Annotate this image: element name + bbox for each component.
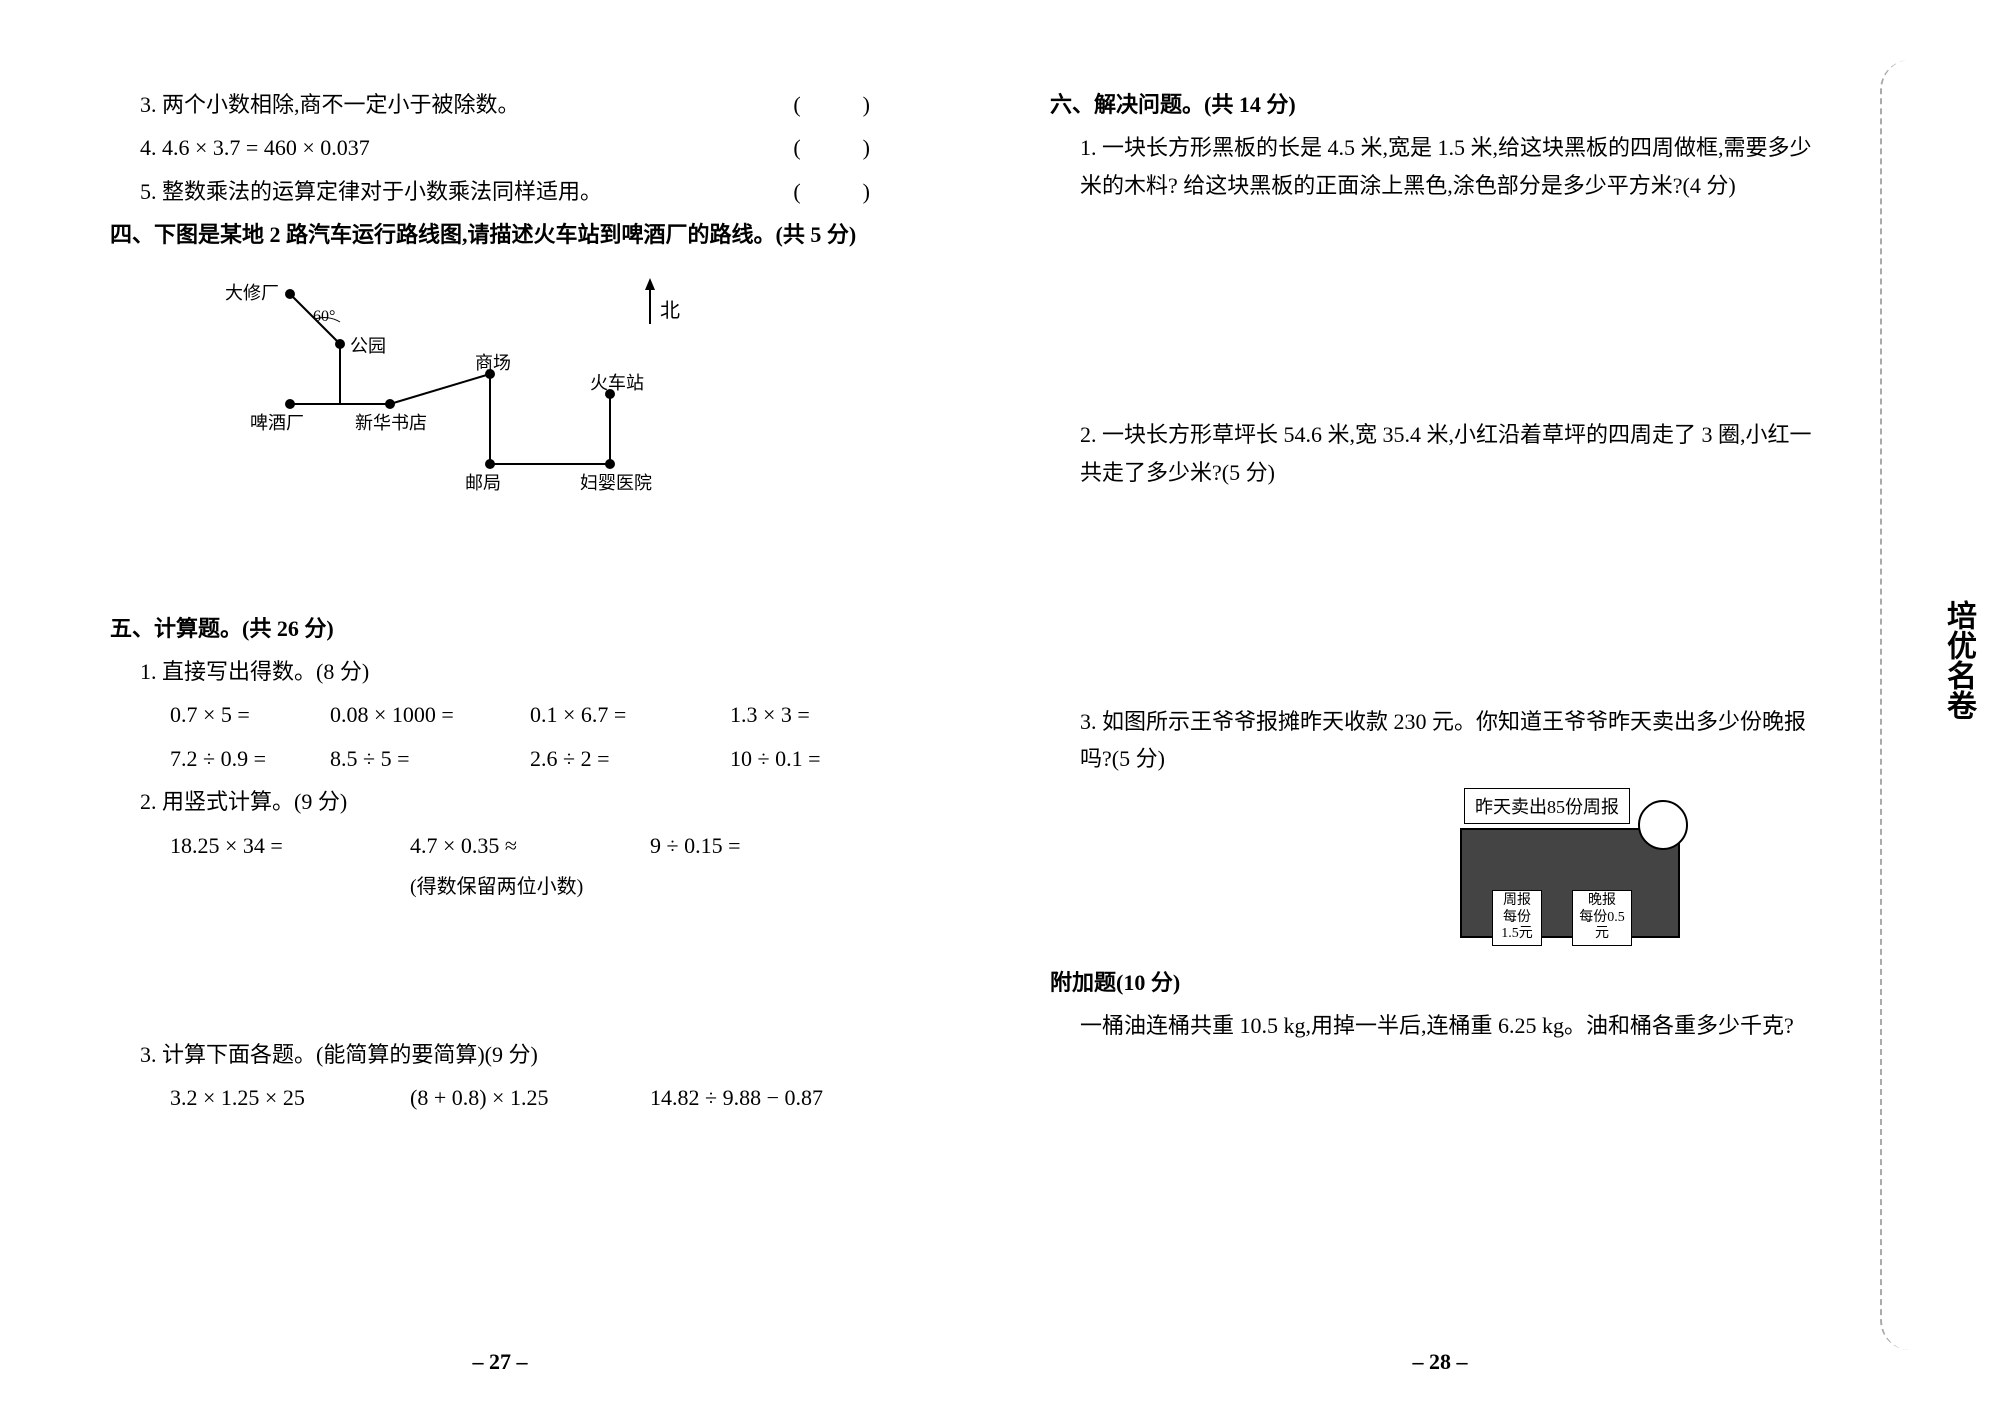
eq: 0.08 × 1000 = [330,696,530,733]
tf-item-4: 4. 4.6 × 3.7 = 460 × 0.037 ( ) [140,129,890,166]
bonus-text: 一桶油连桶共重 10.5 kg,用掉一半后,连桶重 6.25 kg。油和桶各重多… [1080,1007,1830,1044]
tf5-text: 5. 整数乘法的运算定律对于小数乘法同样适用。 [140,173,602,210]
s5-3b: (8 + 0.8) × 1.25 [410,1079,650,1116]
section-5-title: 五、计算题。(共 26 分) [110,610,890,647]
node-mall: 商场 [475,349,511,375]
eq: 7.2 ÷ 0.9 = [170,740,330,777]
col1: 18.25 × 34 = [170,827,410,864]
s5-1-title: 1. 直接写出得数。(8 分) [140,653,890,690]
speech-callout: 昨天卖出85份周报 [1464,788,1630,824]
page-left: 3. 两个小数相除,商不一定小于被除数。 ( ) 4. 4.6 × 3.7 = … [60,40,940,1163]
node-xinhua: 新华书店 [355,409,427,435]
margin-logo: 培优名卷 [1936,600,1980,720]
sign-wanbao: 晚报 每份0.5元 [1572,890,1632,946]
node-train: 火车站 [590,369,644,395]
col2-note: (得数保留两位小数) [410,870,650,904]
node-daxiu: 大修厂 [225,279,279,305]
route-diagram: 北 60° 大修厂 公园 啤酒厂 新华书店 商场 邮局 妇婴医院 火车站 [210,274,710,504]
angle-label: 60° [313,308,335,326]
sign-wan-price: 每份0.5元 [1579,910,1625,942]
bonus-title: 附加题(10 分) [1050,964,1830,1001]
s5-3c: 14.82 ÷ 9.88 − 0.87 [650,1079,890,1116]
tf4-text: 4. 4.6 × 3.7 = 460 × 0.037 [140,129,370,166]
q2-text: 2. 一块长方形草坪长 54.6 米,宽 35.4 米,小红沿着草坪的四周走了 … [1080,416,1830,491]
col3: 9 ÷ 0.15 = [650,827,890,864]
node-beer: 啤酒厂 [250,409,304,435]
stand-box: 周报 每份1.5元 晚报 每份0.5元 [1460,828,1680,938]
page-number-right: – 28 – [1000,1349,1880,1375]
column-row: 18.25 × 34 = 4.7 × 0.35 ≈ 9 ÷ 0.15 = [170,827,890,864]
eq: 0.7 × 5 = [170,696,330,733]
sign-zhou-price: 每份1.5元 [1501,910,1533,942]
grandpa-head-icon [1638,800,1688,850]
mental-row-1: 0.7 × 5 = 0.08 × 1000 = 0.1 × 6.7 = 1.3 … [170,696,890,733]
node-fuying: 妇婴医院 [580,469,652,495]
eq: 10 ÷ 0.1 = [730,740,890,777]
tf-item-3: 3. 两个小数相除,商不一定小于被除数。 ( ) [140,86,890,123]
tf-item-5: 5. 整数乘法的运算定律对于小数乘法同样适用。 ( ) [140,173,890,210]
q1-text: 1. 一块长方形黑板的长是 4.5 米,宽是 1.5 米,给这块黑板的四周做框,… [1080,129,1830,204]
s5-3-title: 3. 计算下面各题。(能简算的要简算)(9 分) [140,1036,890,1073]
sign-wan-label: 晚报 [1588,893,1616,908]
eq: 8.5 ÷ 5 = [330,740,530,777]
q3-text: 3. 如图所示王爷爷报摊昨天收款 230 元。你知道王爷爷昨天卖出多少份晚报吗?… [1080,703,1830,778]
col2: 4.7 × 0.35 ≈ [410,827,650,864]
eq: 1.3 × 3 = [730,696,890,733]
section-6-title: 六、解决问题。(共 14 分) [1050,86,1830,123]
page-number-left: – 27 – [60,1349,940,1375]
paren: ( ) [793,173,890,210]
tf3-text: 3. 两个小数相除,商不一定小于被除数。 [140,86,520,123]
newspaper-stand-illustration: 昨天卖出85份周报 周报 每份1.5元 晚报 每份0.5元 [1050,788,1830,958]
sign-zhou-label: 周报 [1503,893,1531,908]
node-park: 公园 [350,332,386,358]
paren: ( ) [793,129,890,166]
s5-2-title: 2. 用竖式计算。(9 分) [140,783,890,820]
page-right: 六、解决问题。(共 14 分) 1. 一块长方形黑板的长是 4.5 米,宽是 1… [1000,40,1880,1091]
paren: ( ) [793,86,890,123]
s5-3a: 3.2 × 1.25 × 25 [170,1079,410,1116]
section-4-title: 四、下图是某地 2 路汽车运行路线图,请描述火车站到啤酒厂的路线。(共 5 分) [110,216,890,253]
mental-row-2: 7.2 ÷ 0.9 = 8.5 ÷ 5 = 2.6 ÷ 2 = 10 ÷ 0.1… [170,740,890,777]
eq: 2.6 ÷ 2 = [530,740,730,777]
column-note-row: (得数保留两位小数) [170,870,890,904]
node-post: 邮局 [465,469,501,495]
north-label: 北 [660,294,680,323]
simplify-row: 3.2 × 1.25 × 25 (8 + 0.8) × 1.25 14.82 ÷… [170,1079,890,1116]
eq: 0.1 × 6.7 = [530,696,730,733]
sign-zhoubao: 周报 每份1.5元 [1492,890,1542,946]
